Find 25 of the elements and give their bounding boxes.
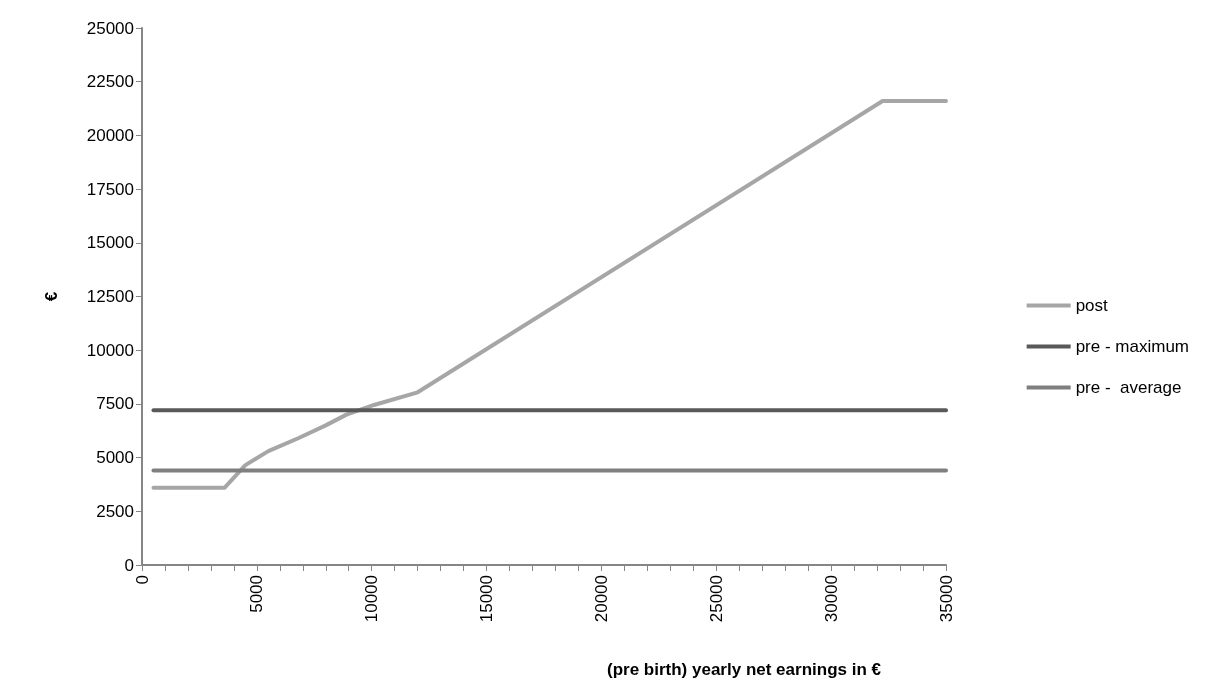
line-series [151,99,948,490]
y-tick-label: 25000 [86,18,134,38]
y-tick-label: 0 [124,555,134,575]
x-tick-label: 10000 [362,575,382,623]
legend-label: post [1075,296,1109,315]
y-tick-label: 12500 [86,287,134,306]
legend-label: pre - average [1075,378,1182,397]
y-tick-label: 7500 [96,394,134,414]
y-tick-label: 22500 [86,72,134,92]
x-tick-label: 25000 [706,575,726,623]
y-tick-label: 17500 [86,179,134,199]
x-tick-label: 15000 [477,575,497,623]
y-tick-label: 15000 [86,233,134,253]
y-tick-label: 10000 [86,340,134,360]
x-axis-title: (pre birth) yearly net earnings in € [607,660,882,679]
x-tick-label: 0 [132,575,152,585]
x-tick-label: 35000 [936,575,956,623]
y-tick-label: 2500 [96,501,134,521]
y-tick-label: 5000 [96,448,134,468]
x-tick-label: 30000 [821,575,841,623]
y-tick-label: 20000 [86,125,134,145]
x-tick-label: 5000 [247,575,267,613]
y-axis-title: € [42,291,61,302]
legend-label: pre - maximum [1075,337,1190,356]
x-tick-label: 20000 [591,575,611,623]
